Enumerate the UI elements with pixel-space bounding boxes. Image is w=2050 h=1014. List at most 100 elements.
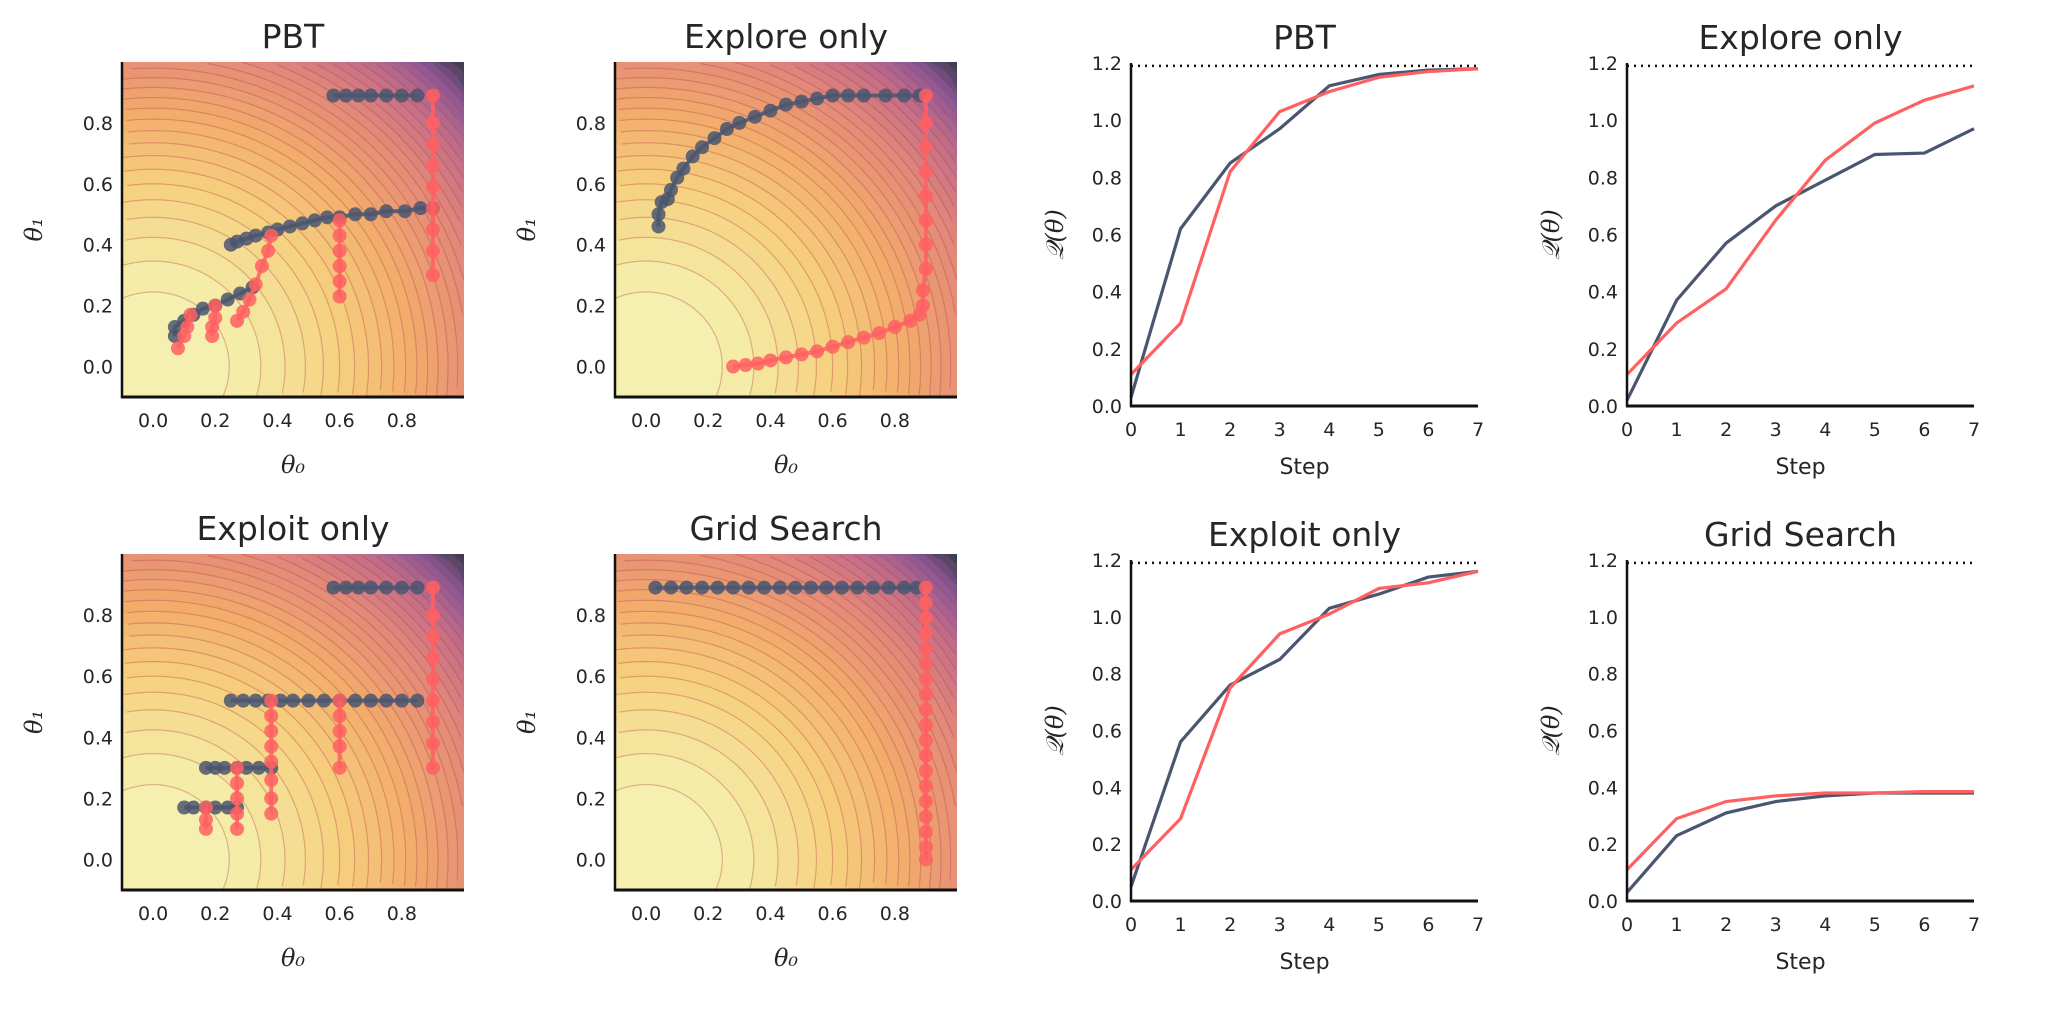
y-tick-label: 0.6 [1588,721,1618,743]
trajectory-point [332,724,347,739]
trajectory-point [834,580,849,595]
contour-line [949,366,952,388]
y-tick-label: 0.0 [1588,891,1618,913]
y-tick-label: 0.6 [83,174,113,196]
panel-explore-only-curve: 0 1 2 3 4 5 6 7 0.0 0.2 0.4 0.6 0.8 1.0 1.2 Explore onl… [1537,18,1980,480]
contour-line [222,859,230,891]
contour-line [451,62,464,74]
contour-line [320,859,324,889]
contour-line [123,578,439,860]
trajectory-point [825,88,840,103]
contour-line [445,859,449,890]
trajectory-point [301,693,316,708]
panel-grid-search-contour: 0.0 0.2 0.4 0.6 0.8 0.0 0.2 0.4 0.6 0.8 Grid Searc… [513,509,958,972]
series-line-0 [1625,791,1974,894]
y-tick-label: 0.4 [1588,777,1618,799]
contour-line [302,66,460,221]
series-line-1 [1129,569,1479,871]
contour-line [256,366,262,396]
trajectory-point [251,760,266,775]
contour-line [618,599,911,860]
panel-title: PBT [262,17,326,56]
y-tick-label: 0.0 [1092,891,1122,913]
trajectory-point [248,693,263,708]
trajectory-point [726,580,741,595]
panel-pbt-curve: 0 1 2 3 4 5 6 7 0.0 0.2 0.4 0.6 0.8 1.0 1.2 PBT Step 𝒬(θ) [1041,18,1484,480]
panel-title: Explore only [684,17,888,56]
contour-line [122,569,449,860]
trajectory-point [841,88,856,103]
contour-line [795,558,953,714]
y-tick-label: 0.8 [1092,167,1122,189]
contour-line [715,859,723,891]
contour-line [839,62,957,178]
contour-line [125,107,418,367]
trajectory-point [918,213,933,228]
contour-line [435,366,439,396]
y-tick-label: 1.2 [1588,53,1618,75]
trajectory-point [332,243,347,258]
contour-line [615,76,942,367]
contour-line [620,675,834,860]
y-tick-label: 0.2 [83,788,113,810]
trajectory-point [651,207,666,222]
y-axis-label: 𝒬(θ) [1537,705,1565,755]
contour-line [414,366,418,394]
y-tick-label: 0.8 [576,605,606,627]
contour-line [121,783,230,860]
contour-line [928,859,932,889]
trajectory-point [351,580,366,595]
contour-line [618,107,911,367]
contour-line [624,67,952,367]
trajectory-point [719,122,734,136]
contour-line [824,62,956,192]
contour-line [619,118,900,367]
trajectory-point [918,164,933,179]
trajectory-point [363,693,378,708]
x-tick-label: 7 [1472,914,1484,936]
trajectory-point [425,158,440,173]
contour-line [302,859,306,886]
y-tick-label: 1.0 [1588,607,1618,629]
contour-line [620,622,888,860]
x-tick-label: 0.8 [880,903,910,925]
contour-line [885,859,888,885]
trajectory-point [394,693,409,708]
x-tick-label: 0.8 [880,410,910,432]
x-tick-label: 7 [1968,419,1980,441]
trajectory-point [363,88,378,103]
trajectory-point [254,259,269,274]
y-tick-label: 1.2 [1092,53,1122,75]
contour-line [121,291,230,367]
trajectory-point [763,353,778,368]
y-axis-label: 𝒬(θ) [1041,209,1069,259]
trajectory-point [261,243,276,258]
y-tick-label: 1.2 [1588,550,1618,572]
trajectory-point [918,748,933,763]
contour-line [447,559,459,571]
contour-line [858,859,863,889]
contour-line [379,859,383,883]
contour-line [411,63,463,114]
contour-line [622,142,876,367]
trajectory-point [410,88,425,103]
x-tick-label: 0.8 [387,903,417,925]
x-tick-label: 0.4 [262,903,292,925]
trajectory-point [663,182,678,197]
y-tick-label: 1.2 [1092,550,1122,572]
x-tick-label: 3 [1770,419,1782,441]
trajectory-point [183,307,198,322]
trajectory-point [394,580,409,595]
contour-line [872,859,876,883]
contour-line [127,129,395,367]
trajectory-point [685,149,700,164]
trajectory-point [425,201,440,216]
trajectory-point [841,335,856,350]
trajectory-point [264,228,279,243]
x-tick-label: 0.8 [387,410,417,432]
y-tick-label: 0.6 [576,174,606,196]
trajectory-point [918,189,933,203]
x-axis-label: Step [1775,950,1825,975]
y-tick-label: 0.4 [576,727,606,749]
y-tick-label: 0.2 [576,788,606,810]
